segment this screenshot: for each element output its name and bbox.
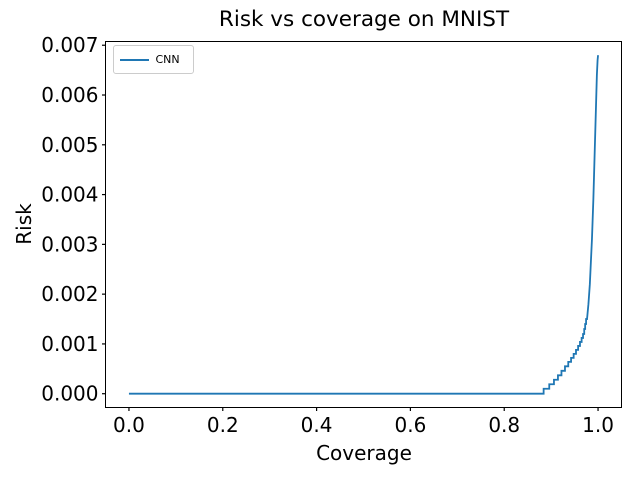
y-tick-label: 0.000 xyxy=(41,382,98,406)
y-tick-label: 0.002 xyxy=(41,282,98,306)
y-tick-label: 0.005 xyxy=(41,133,98,157)
y-tick-label: 0.006 xyxy=(41,83,98,107)
x-axis-label: Coverage xyxy=(316,441,412,465)
legend: CNN xyxy=(112,45,194,74)
x-tick-label: 1.0 xyxy=(582,413,614,437)
y-tick-label: 0.003 xyxy=(41,232,98,256)
x-tick-label: 0.8 xyxy=(488,413,520,437)
y-tick-label: 0.007 xyxy=(41,33,98,57)
legend-label: CNN xyxy=(155,52,180,66)
chart-title: Risk vs coverage on MNIST xyxy=(218,7,510,32)
y-tick-label: 0.004 xyxy=(41,183,98,207)
y-axis-label: Risk xyxy=(12,203,36,245)
series-line-cnn xyxy=(128,55,599,395)
legend-line-swatch xyxy=(119,58,149,61)
x-tick-label: 0.0 xyxy=(113,413,145,437)
x-tick-label: 0.4 xyxy=(301,413,333,437)
x-tick-label: 0.6 xyxy=(395,413,427,437)
y-tick-label: 0.001 xyxy=(41,332,98,356)
x-tick-label: 0.2 xyxy=(207,413,239,437)
axes-spines xyxy=(105,41,622,408)
